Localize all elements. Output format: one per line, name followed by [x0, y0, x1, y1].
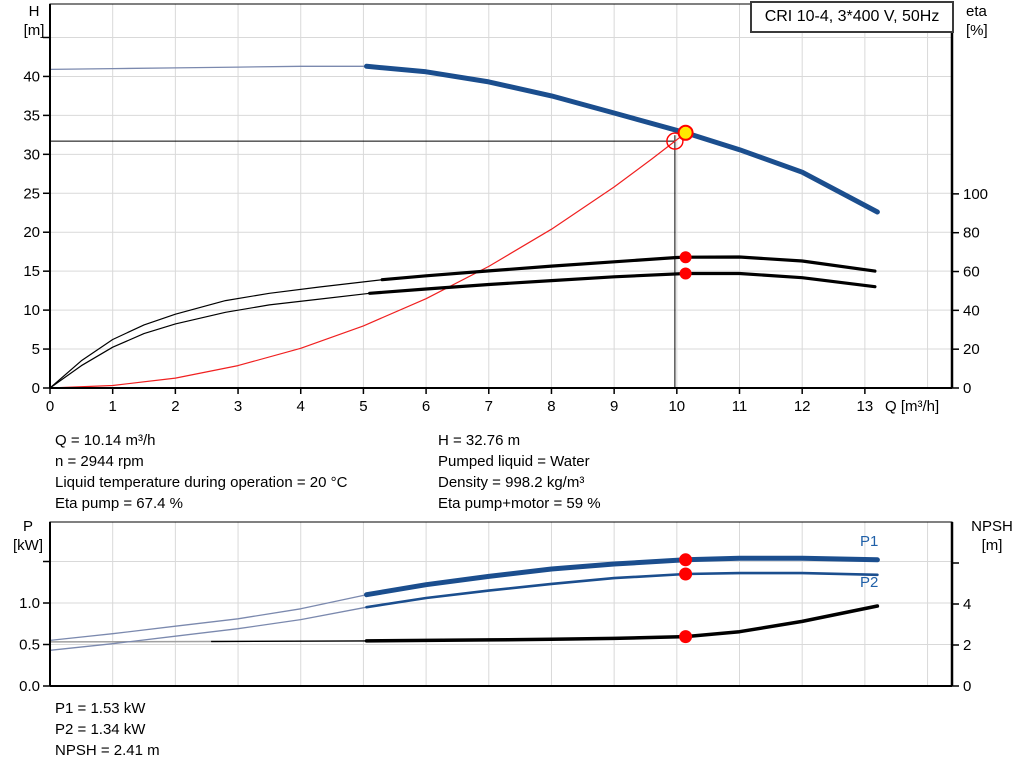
tick-labels: 0 1 2 3 4 5 6 7 8 9 10 11 12 130510152025303540020406… [23, 36, 988, 415]
info-line: Eta pump = 67.4 % [55, 495, 183, 512]
x-tick-label: 7 [485, 398, 493, 415]
system-curve [49, 134, 684, 389]
x-tick-label: 4 [297, 398, 305, 415]
eta-axis-unit: [%] [966, 22, 988, 39]
y-right-tick-label: 0 [963, 678, 971, 695]
info-block-left: Q = 10.14 m³/h n = 2944 rpm Liquid tempera… [55, 430, 347, 514]
x-tick-label: 1 [109, 398, 117, 415]
y-right-tick-label: 0 [963, 380, 971, 397]
y-left-tick-label: 5 [32, 341, 40, 358]
eta-pump-motor-curve-low-flow [49, 292, 371, 389]
npsh-curve-low-flow [210, 640, 368, 643]
y-right-tick-label: 2 [963, 637, 971, 654]
p2-curve [365, 571, 879, 609]
x-tick-label: 3 [234, 398, 242, 415]
y-left-tick-label: 0.0 [19, 678, 40, 695]
pump-curve-low-flow [49, 65, 368, 71]
h-axis-title: H [28, 3, 40, 20]
y-left-tick-label: 40 [23, 68, 40, 85]
duty-point-open-circle [666, 132, 684, 150]
y-right-tick-label: 80 [963, 225, 980, 242]
tick-labels: 0.0 0.5 1.0 0 2 4 [19, 560, 971, 695]
y-right-tick-label: 60 [963, 264, 980, 281]
p1-curve [364, 555, 880, 598]
y-left-tick-label: 35 [23, 107, 40, 124]
eta-pump-curve [380, 255, 877, 282]
pump-curve [364, 63, 880, 215]
info-line: H = 32.76 m [438, 432, 521, 449]
y-left-tick-label: 0.5 [19, 637, 40, 654]
hq-eta-chart[interactable]: 0 1 2 3 4 5 6 7 8 9 10 11 12 130510152025303540020406… [0, 0, 1024, 430]
info-line: P1 = 1.53 kW [55, 700, 146, 717]
eta-pump-point [679, 251, 692, 264]
p-axis-title: P [22, 518, 33, 535]
eta-pump-curve-low-flow [49, 279, 383, 389]
npsh-axis-unit: [m] [981, 537, 1003, 554]
info-line: Eta pump+motor = 59 % [438, 495, 601, 512]
y-left-tick-label: 15 [23, 263, 40, 280]
y-left-tick-label: 25 [23, 185, 40, 202]
y-right-tick-label: 100 [963, 186, 988, 203]
npsh-point [679, 630, 693, 644]
x-tick-label: 0 [46, 398, 54, 415]
y-right-tick-label: 20 [963, 341, 980, 358]
info-line: Density = 998.2 kg/m³ [438, 474, 585, 491]
plot-frame [49, 521, 953, 687]
info-block-right: H = 32.76 m Pumped liquid = Water Density … [438, 430, 601, 514]
x-tick-label: 6 [422, 398, 430, 415]
info-line: n = 2944 rpm [55, 453, 144, 470]
x-tick-label: 5 [359, 398, 367, 415]
p1-curve-label: P1 [860, 533, 879, 550]
info-line: Q = 10.14 m³/h [55, 432, 156, 449]
plot-frame [49, 3, 953, 389]
power-npsh-chart[interactable]: 0.0 0.5 1.0 0 2 4 [0, 515, 1024, 715]
npsh-axis-title: NPSH [971, 518, 1013, 535]
npsh-curve [364, 604, 880, 643]
y-left-tick-label: 20 [23, 224, 40, 241]
p-axis-unit: [kW] [13, 537, 43, 554]
p1-point [679, 553, 693, 567]
y-left-tick-label: 1.0 [19, 595, 40, 612]
operating-point[interactable] [677, 124, 694, 141]
gridlines [50, 522, 952, 686]
eta-axis-title: eta [966, 3, 987, 20]
pump-title-box: CRI 10-4, 3*400 V, 50Hz [750, 1, 954, 33]
y-right-tick-label: 40 [963, 302, 980, 319]
y-left-tick-label: 10 [23, 302, 40, 319]
x-tick-label: 11 [732, 398, 748, 415]
p2-curve-low-flow [49, 606, 368, 651]
y-right-tick-label: 4 [963, 596, 971, 613]
gridlines [50, 4, 952, 388]
eta-pump-motor-curve [368, 271, 877, 295]
info-line: Liquid temperature during operation = 20… [55, 474, 348, 491]
y-left-tick-label: 0 [32, 380, 40, 397]
y-left-tick-label: 30 [23, 146, 40, 163]
p2-curve-label: P2 [860, 574, 879, 591]
x-tick-label: 9 [610, 398, 618, 415]
info-block-bottom: P1 = 1.53 kW P2 = 1.34 kW NPSH = 2.41 m [55, 698, 160, 761]
x-tick-label: 13 [857, 398, 874, 415]
eta-pump-motor-point [679, 267, 692, 280]
x-tick-label: 10 [668, 398, 685, 415]
x-tick-label: 2 [171, 398, 179, 415]
x-tick-label: 8 [547, 398, 555, 415]
info-line: Pumped liquid = Water [438, 453, 590, 470]
info-line: P2 = 1.34 kW [55, 721, 146, 738]
h-axis-unit: [m] [23, 22, 45, 39]
p2-point [679, 567, 693, 581]
x-tick-label: 12 [794, 398, 811, 415]
q-axis-title: Q [m³/h] [885, 398, 940, 415]
info-line: NPSH = 2.41 m [55, 742, 160, 759]
p1-curve-low-flow [49, 594, 368, 642]
